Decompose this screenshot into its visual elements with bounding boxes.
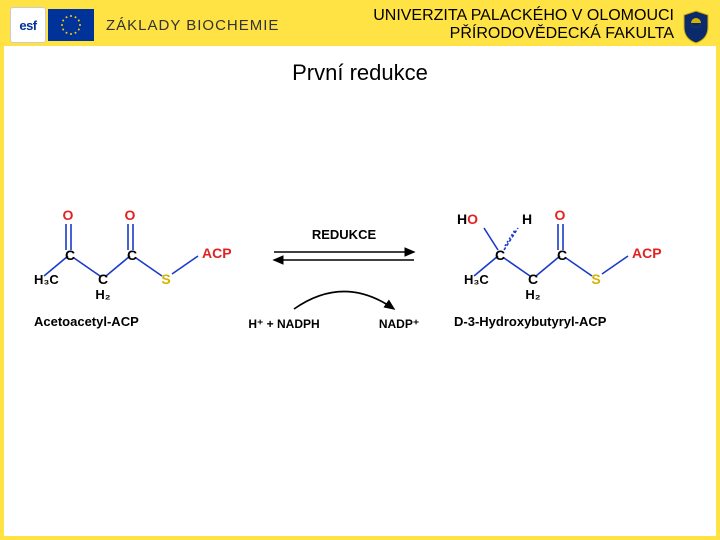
atom-C: C	[98, 271, 108, 287]
atom-O: O	[63, 207, 74, 223]
atom-ACP: ACP	[632, 245, 662, 261]
atom-S: S	[591, 271, 600, 287]
atom-H2: H₂	[95, 287, 110, 302]
atom-HO: O	[467, 211, 478, 227]
header-bar: esf ZÁKLADY BIOCHEMIE UNIVERZITA PALACKÉ…	[4, 4, 716, 46]
reaction-diagram: O O C C H₃C C H₂ S ACP REDUKCE H⁺ + NADP…	[14, 204, 706, 364]
product-name: D-3-Hydroxybutyryl-ACP	[454, 314, 606, 329]
eu-flag	[48, 9, 94, 41]
atom-H3C: H₃C	[34, 272, 59, 287]
atom-O: O	[125, 207, 136, 223]
atom-C: C	[127, 247, 137, 263]
product-structure: HO H O C C H₃C C H₂ S ACP	[457, 207, 662, 302]
reaction-arrows: REDUKCE H⁺ + NADPH NADP⁺	[248, 227, 419, 331]
atom-C: C	[528, 271, 538, 287]
slide-title: První redukce	[4, 60, 716, 86]
substrate-structure: O O C C H₃C C H₂ S ACP	[34, 207, 232, 302]
atom-H2: H₂	[525, 287, 540, 302]
atom-C: C	[557, 247, 567, 263]
chemistry-svg: O O C C H₃C C H₂ S ACP REDUKCE H⁺ + NADP…	[14, 204, 714, 364]
atom-O: O	[555, 207, 566, 223]
university-line2: PŘÍRODOVĚDECKÁ FAKULTA	[373, 25, 674, 43]
cofactor-left: H⁺ + NADPH	[248, 317, 319, 331]
svg-text:H₃C: H₃C	[34, 272, 59, 287]
substrate-name: Acetoacetyl-ACP	[34, 314, 139, 329]
eu-flag-svg	[48, 9, 94, 41]
atom-ACP: ACP	[202, 245, 232, 261]
svg-text:HO: HO	[457, 211, 478, 227]
atom-H3C: H₃C	[464, 272, 489, 287]
header-right: UNIVERZITA PALACKÉHO V OLOMOUCI PŘÍRODOV…	[373, 7, 710, 43]
cofactor-right: NADP⁺	[379, 317, 419, 331]
atom-H: H	[522, 211, 532, 227]
course-title: ZÁKLADY BIOCHEMIE	[106, 17, 279, 34]
university-crest-icon	[680, 9, 712, 45]
esf-logo-text: esf	[19, 18, 36, 33]
esf-logo: esf	[10, 7, 46, 43]
atom-C: C	[495, 247, 505, 263]
arrow-label-top: REDUKCE	[312, 227, 377, 242]
atom-S: S	[161, 271, 170, 287]
logo-group: esf	[10, 4, 102, 46]
university-line1: UNIVERZITA PALACKÉHO V OLOMOUCI	[373, 7, 674, 25]
university-text: UNIVERZITA PALACKÉHO V OLOMOUCI PŘÍRODOV…	[373, 7, 674, 43]
atom-C: C	[65, 247, 75, 263]
